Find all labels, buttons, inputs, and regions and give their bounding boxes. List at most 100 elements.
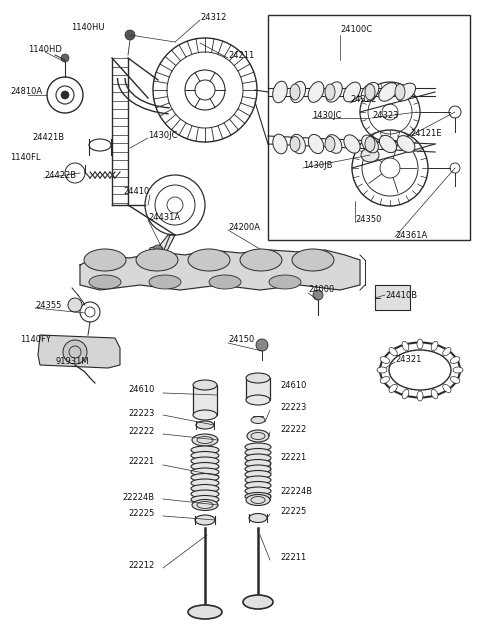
Ellipse shape <box>450 356 460 363</box>
Ellipse shape <box>245 492 271 501</box>
Ellipse shape <box>443 384 451 392</box>
Ellipse shape <box>89 275 121 289</box>
Ellipse shape <box>245 449 271 456</box>
Ellipse shape <box>245 460 271 468</box>
Text: 22223: 22223 <box>129 408 155 418</box>
Ellipse shape <box>326 135 342 153</box>
Ellipse shape <box>84 249 126 271</box>
Ellipse shape <box>325 137 335 151</box>
Ellipse shape <box>397 135 415 153</box>
Ellipse shape <box>191 484 219 492</box>
Ellipse shape <box>395 84 405 100</box>
Text: 24810A: 24810A <box>10 87 42 96</box>
Ellipse shape <box>273 81 288 103</box>
Ellipse shape <box>290 82 306 103</box>
Ellipse shape <box>191 496 219 503</box>
Ellipse shape <box>245 454 271 462</box>
Ellipse shape <box>191 446 219 454</box>
Text: 24200A: 24200A <box>228 223 260 232</box>
Text: 24421B: 24421B <box>32 134 64 142</box>
Text: 24121E: 24121E <box>410 128 442 137</box>
Ellipse shape <box>195 515 215 525</box>
Ellipse shape <box>273 134 287 154</box>
Ellipse shape <box>402 389 409 399</box>
Bar <box>375 285 410 310</box>
Circle shape <box>125 30 135 40</box>
Ellipse shape <box>191 479 219 487</box>
Text: 24321: 24321 <box>395 356 421 365</box>
Ellipse shape <box>191 451 219 460</box>
Ellipse shape <box>240 249 282 271</box>
Ellipse shape <box>290 84 300 100</box>
Bar <box>246 378 270 400</box>
Circle shape <box>61 91 69 99</box>
Circle shape <box>313 290 323 300</box>
Ellipse shape <box>191 457 219 465</box>
Ellipse shape <box>269 275 301 289</box>
Ellipse shape <box>191 490 219 498</box>
Ellipse shape <box>389 384 397 392</box>
Text: 24350: 24350 <box>355 215 382 225</box>
Polygon shape <box>148 235 175 260</box>
Text: 22225: 22225 <box>280 508 306 517</box>
Ellipse shape <box>245 482 271 489</box>
Text: 24323: 24323 <box>372 111 398 120</box>
Text: 24422B: 24422B <box>44 170 76 180</box>
Ellipse shape <box>365 84 375 100</box>
Ellipse shape <box>192 499 218 510</box>
Text: 24361A: 24361A <box>395 230 427 239</box>
Ellipse shape <box>136 249 178 271</box>
Circle shape <box>153 245 163 255</box>
Text: 22223: 22223 <box>280 403 306 413</box>
Ellipse shape <box>188 605 222 619</box>
Ellipse shape <box>245 470 271 479</box>
Ellipse shape <box>389 348 397 356</box>
Ellipse shape <box>246 494 270 506</box>
Polygon shape <box>38 335 120 368</box>
Text: 24431A: 24431A <box>148 213 180 223</box>
Ellipse shape <box>290 134 305 154</box>
Ellipse shape <box>380 356 390 363</box>
Ellipse shape <box>361 135 378 153</box>
Text: 22224B: 22224B <box>280 487 312 496</box>
Text: 22211: 22211 <box>280 553 306 563</box>
Ellipse shape <box>249 513 267 522</box>
Ellipse shape <box>344 82 360 102</box>
Ellipse shape <box>196 421 214 429</box>
Ellipse shape <box>251 417 265 423</box>
Text: 24322: 24322 <box>350 96 376 104</box>
Ellipse shape <box>365 137 375 151</box>
Ellipse shape <box>326 82 342 102</box>
Text: 1430JB: 1430JB <box>303 161 333 170</box>
Ellipse shape <box>402 341 409 351</box>
Ellipse shape <box>361 82 379 101</box>
Ellipse shape <box>209 275 241 289</box>
Polygon shape <box>80 250 360 290</box>
Ellipse shape <box>377 367 387 373</box>
Text: 1140HD: 1140HD <box>28 46 62 54</box>
Text: 24410B: 24410B <box>385 291 417 299</box>
Ellipse shape <box>361 148 379 162</box>
Ellipse shape <box>344 135 360 153</box>
Ellipse shape <box>443 348 451 356</box>
Ellipse shape <box>431 389 438 399</box>
Text: 22224B: 22224B <box>123 492 155 501</box>
Ellipse shape <box>188 249 230 271</box>
Ellipse shape <box>380 377 390 384</box>
Text: 24610: 24610 <box>129 385 155 394</box>
Ellipse shape <box>192 434 218 446</box>
Ellipse shape <box>247 430 269 442</box>
Ellipse shape <box>245 487 271 495</box>
Ellipse shape <box>379 83 397 101</box>
Text: 1430JC: 1430JC <box>312 111 341 120</box>
Text: 91931M: 91931M <box>55 358 89 367</box>
Ellipse shape <box>245 443 271 451</box>
Ellipse shape <box>245 465 271 473</box>
Text: 1140HU: 1140HU <box>72 23 105 32</box>
Circle shape <box>63 340 87 364</box>
Text: 1430JC: 1430JC <box>148 130 178 139</box>
Ellipse shape <box>245 476 271 484</box>
Ellipse shape <box>379 135 396 153</box>
Text: 1140FY: 1140FY <box>20 335 51 344</box>
Text: 22221: 22221 <box>280 453 306 463</box>
